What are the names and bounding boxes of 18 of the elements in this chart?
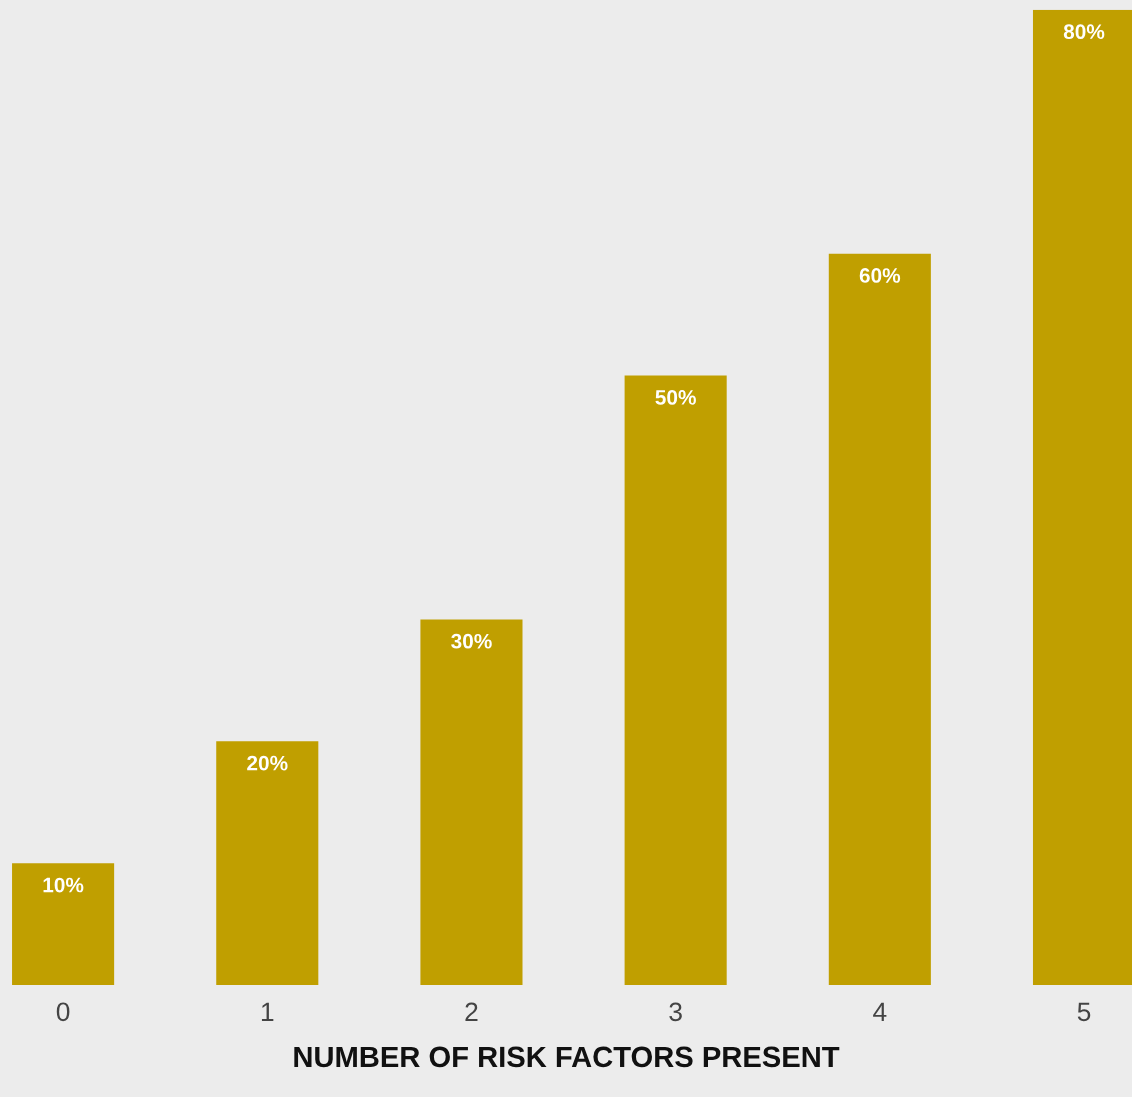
bar — [828, 253, 931, 986]
x-tick-label: 0 — [56, 1002, 70, 1022]
bar — [12, 863, 115, 986]
x-tick-label: 5 — [1077, 1002, 1091, 1022]
data-label: 20% — [247, 755, 288, 771]
x-tick-label: 3 — [669, 1002, 682, 1022]
x-tick-label: 4 — [873, 1002, 887, 1021]
data-label: 30% — [451, 633, 492, 649]
data-label: 10% — [43, 877, 84, 893]
data-label: 60% — [859, 268, 901, 283]
bar — [420, 619, 523, 986]
data-label: 50% — [655, 390, 696, 405]
x-tick-label: 1 — [261, 1002, 274, 1021]
bar — [216, 741, 319, 986]
bar — [624, 375, 727, 986]
data-label: 80% — [1063, 24, 1105, 40]
x-tick-label: 2 — [465, 1002, 478, 1021]
x-axis-title: NUMBER OF RISK FACTORS PRESENT — [294, 1046, 840, 1068]
